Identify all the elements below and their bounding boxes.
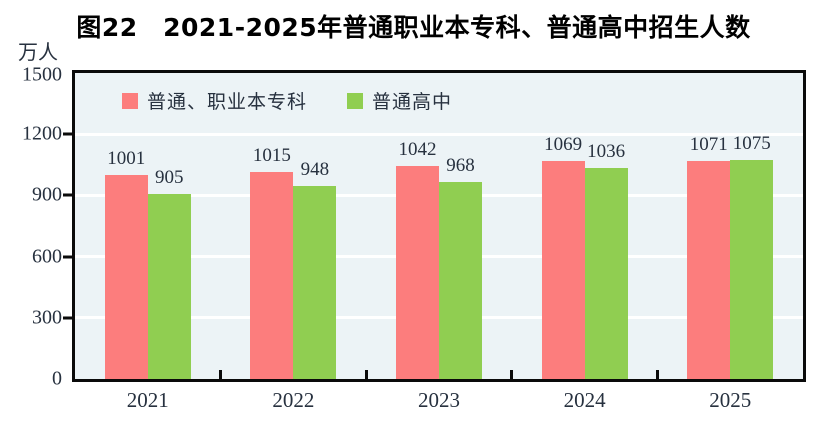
bar-2025-series-0	[687, 160, 731, 379]
bar-value-label: 948	[300, 158, 330, 180]
x-tick-label: 2022	[272, 388, 315, 412]
y-tick-mark	[63, 193, 72, 197]
bar-2025-series-1	[730, 159, 774, 379]
bar-2023-series-0	[396, 166, 439, 379]
gridline	[75, 132, 803, 136]
bar-2022-series-0	[250, 171, 294, 379]
bar-value-label: 968	[446, 154, 475, 176]
y-tick-mark	[63, 132, 72, 136]
y-tick-label: 1200	[22, 122, 62, 145]
y-tick-mark	[63, 255, 72, 259]
x-tick-label: 2023	[418, 388, 460, 412]
legend-item: 普通高中	[347, 87, 452, 114]
y-tick-label: 0	[52, 367, 62, 390]
legend-label: 普通高中	[372, 92, 453, 113]
legend-swatch	[347, 92, 364, 109]
y-axis-unit-label: 万人	[18, 42, 58, 64]
legend-item: 普通、职业本专科	[122, 87, 307, 114]
x-tick-mark	[655, 370, 659, 379]
y-tick-label: 900	[32, 183, 62, 206]
legend-swatch	[122, 92, 138, 109]
x-tick-label: 2025	[709, 388, 752, 412]
legend-label: 普通、职业本专科	[147, 92, 308, 113]
y-tick-label: 1500	[22, 63, 62, 86]
bar-2021-series-1	[147, 194, 191, 379]
y-tick-mark	[63, 316, 72, 320]
x-tick-label: 2021	[126, 388, 169, 412]
bar-2023-series-1	[439, 181, 482, 379]
bar-value-label: 1015	[252, 144, 291, 166]
legend: 普通、职业本专科 普通高中	[122, 87, 452, 114]
bar-value-label: 1069	[544, 133, 583, 155]
y-tick-label: 600	[32, 245, 62, 268]
bar-2021-series-0	[104, 174, 148, 379]
chart-title: 图22 2021-2025年普通职业本专科、普通高中招生人数	[76, 13, 751, 42]
bar-value-label: 1071	[689, 133, 728, 155]
bar-2024-series-0	[541, 160, 585, 379]
bar-2024-series-1	[584, 167, 628, 379]
bar-value-label: 1042	[398, 139, 437, 161]
y-tick-label: 300	[32, 306, 62, 329]
bar-2022-series-1	[293, 185, 337, 379]
x-tick-mark	[510, 370, 514, 379]
plot-area: 普通、职业本专科 普通高中 1001 1015 1042 1069 1071 905 948 9…	[72, 70, 806, 382]
bar-value-label: 1001	[107, 147, 146, 169]
x-tick-mark	[364, 370, 368, 379]
x-tick-label: 2024	[563, 388, 606, 412]
bar-value-label: 1036	[587, 140, 626, 162]
x-tick-mark	[219, 370, 223, 379]
bar-value-label: 905	[155, 167, 184, 189]
bar-value-label: 1075	[732, 132, 771, 154]
